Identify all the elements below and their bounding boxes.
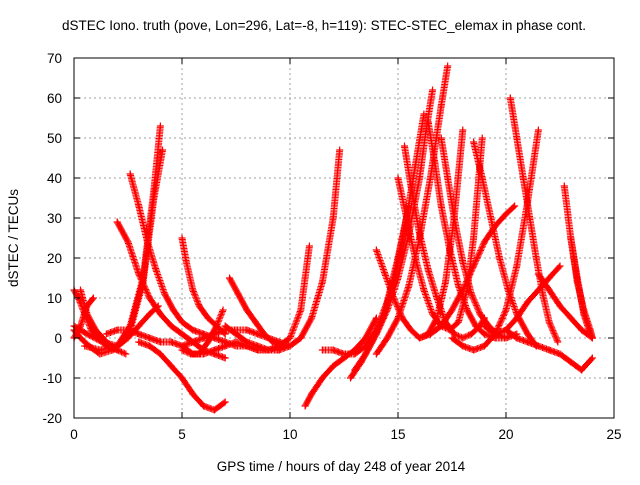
series-trace xyxy=(561,183,596,341)
data-point xyxy=(438,103,445,110)
data-point xyxy=(179,235,186,242)
series-trace xyxy=(302,316,380,410)
data-point xyxy=(513,263,520,270)
data-point xyxy=(401,143,408,150)
data-point xyxy=(427,175,434,182)
data-point xyxy=(306,243,313,250)
x-axis-label: GPS time / hours of day 248 of year 2014 xyxy=(217,459,466,474)
data-point xyxy=(459,127,466,134)
data-point xyxy=(507,95,514,102)
data-point xyxy=(444,63,451,70)
data-point xyxy=(429,87,436,94)
data-point xyxy=(470,139,477,146)
data-point xyxy=(496,255,503,262)
x-tick-label: 10 xyxy=(282,427,297,442)
series-trace xyxy=(81,124,163,353)
x-tick-label: 15 xyxy=(390,427,405,442)
data-point xyxy=(412,255,419,262)
data-point xyxy=(442,279,449,286)
data-point xyxy=(561,183,568,190)
y-tick-label: 30 xyxy=(47,211,62,226)
data-point xyxy=(319,347,326,354)
data-point xyxy=(533,255,540,262)
x-tick-label: 5 xyxy=(178,427,186,442)
data-point xyxy=(183,259,190,266)
y-tick-label: 70 xyxy=(47,51,62,66)
data-point xyxy=(373,247,380,254)
data-point xyxy=(135,203,142,210)
data-point xyxy=(127,171,134,178)
y-tick-label: -20 xyxy=(42,411,62,426)
data-point xyxy=(444,175,451,182)
data-point xyxy=(438,203,445,210)
data-point xyxy=(459,259,466,266)
data-point xyxy=(330,215,337,222)
data-point xyxy=(451,215,458,222)
data-point xyxy=(319,279,326,286)
data-point xyxy=(520,175,527,182)
chart-container: dSTEC Iono. truth (pove, Lon=296, Lat=-8… xyxy=(0,0,640,480)
series-trace xyxy=(222,148,343,353)
series-arc32 xyxy=(561,183,596,342)
data-point xyxy=(567,235,574,242)
series-arc16 xyxy=(302,315,380,410)
data-point xyxy=(487,215,494,222)
y-tick-label: 50 xyxy=(47,131,62,146)
x-tick-label: 0 xyxy=(70,427,78,442)
y-tick-label: 60 xyxy=(47,91,62,106)
data-point xyxy=(420,287,427,294)
data-series-layer xyxy=(71,63,596,414)
data-point xyxy=(336,147,343,154)
data-point xyxy=(470,235,477,242)
data-point xyxy=(395,175,402,182)
data-point xyxy=(535,127,542,134)
chart-svg: dSTEC Iono. truth (pove, Lon=296, Lat=-8… xyxy=(0,0,640,480)
data-point xyxy=(157,123,164,130)
y-tick-label: 0 xyxy=(54,331,62,346)
y-tick-label: 40 xyxy=(47,171,62,186)
data-point xyxy=(479,135,486,142)
y-tick-label: 10 xyxy=(47,291,62,306)
x-tick-label: 20 xyxy=(498,427,513,442)
y-tick-label: -10 xyxy=(42,371,62,386)
data-point xyxy=(513,135,520,142)
x-tick-label: 25 xyxy=(606,427,621,442)
y-tick-label: 20 xyxy=(47,251,62,266)
chart-title: dSTEC Iono. truth (pove, Lon=296, Lat=-8… xyxy=(62,18,586,33)
y-axis-label: dSTEC / TECUs xyxy=(6,189,21,287)
data-point xyxy=(382,271,389,278)
